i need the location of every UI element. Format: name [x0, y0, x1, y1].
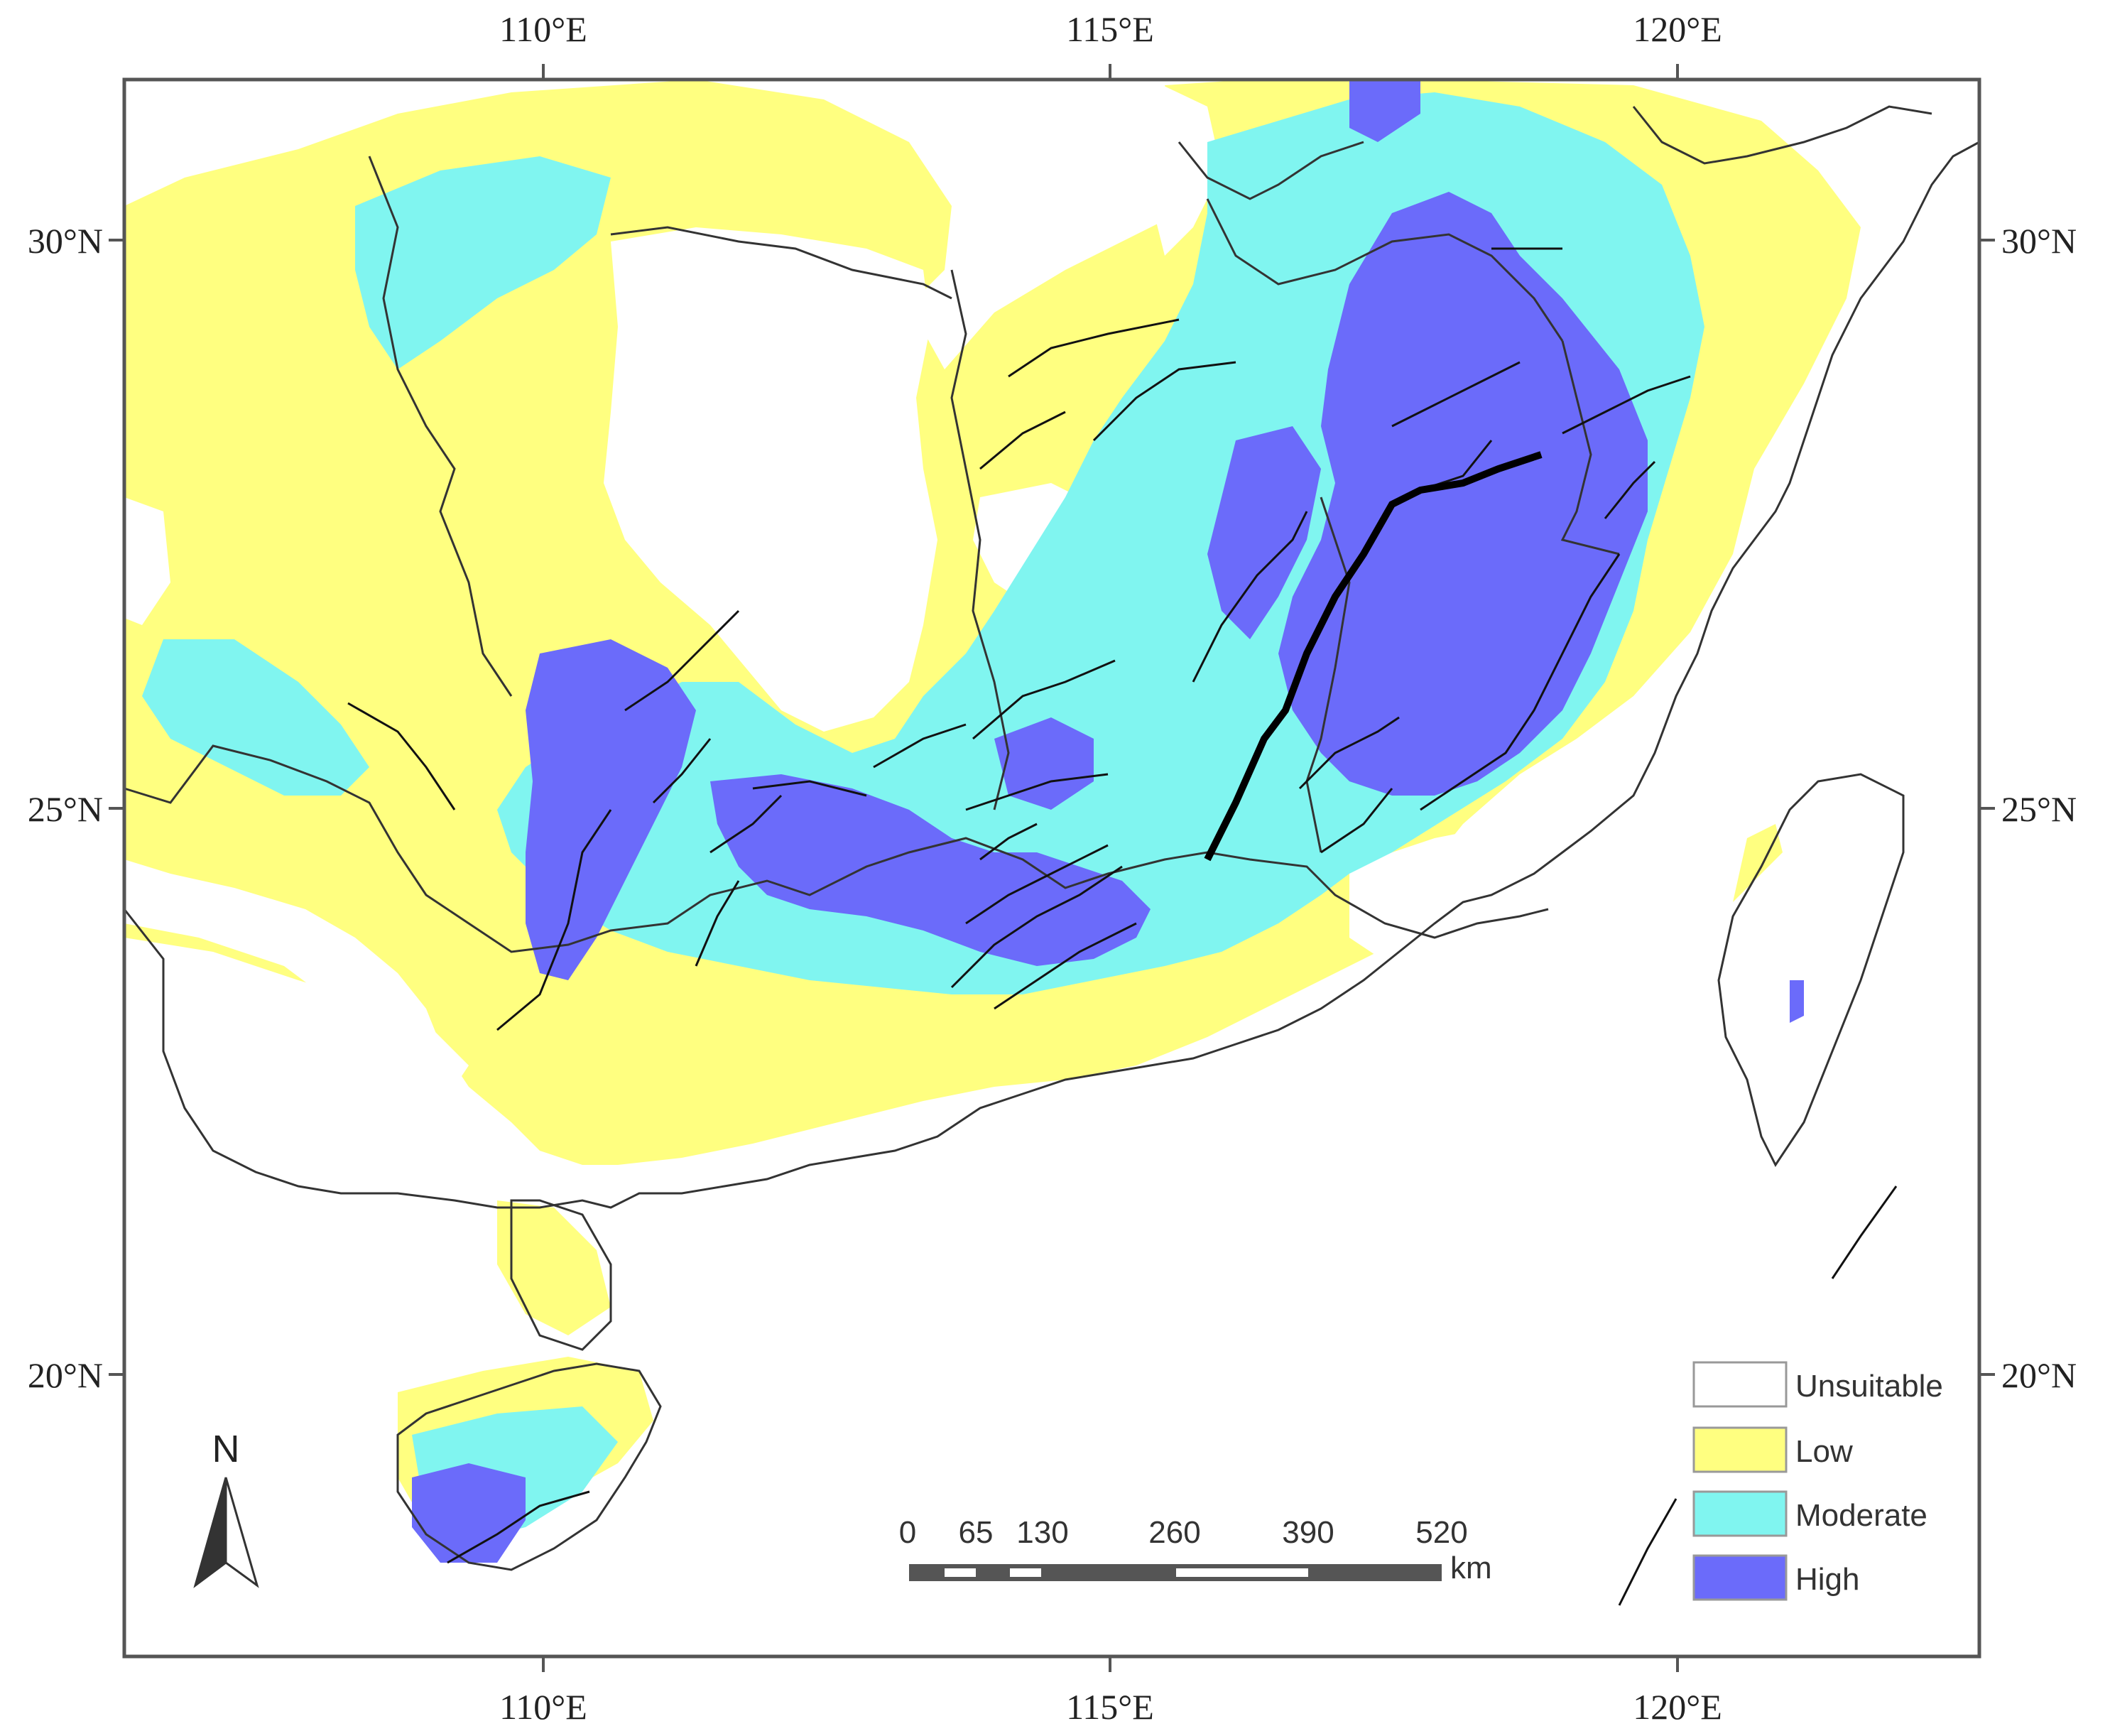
- legend-swatch-unsuitable: [1692, 1361, 1788, 1408]
- left-tick-25: 25°N: [28, 789, 103, 829]
- scale-bar: 0 65 130 260 390 520 km: [899, 1515, 1492, 1585]
- legend-label-unsuitable: Unsuitable: [1795, 1369, 1943, 1404]
- legend-label-low: Low: [1795, 1434, 1853, 1469]
- scale-bar-base: [909, 1564, 1442, 1581]
- scale-bar-segment-white-3: [1176, 1568, 1308, 1577]
- top-tick-115: 115°E: [1066, 9, 1154, 49]
- legend-swatch-high: [1692, 1554, 1788, 1601]
- bottom-tick-110: 110°E: [499, 1687, 587, 1727]
- legend-swatch-moderate: [1692, 1490, 1788, 1537]
- legend-label-high: High: [1795, 1562, 1860, 1597]
- suitability-layer: [124, 80, 1861, 1563]
- legend-swatch-low: [1692, 1426, 1788, 1473]
- scale-label-260: 260: [1148, 1515, 1200, 1550]
- bottom-tick-120: 120°E: [1633, 1687, 1722, 1727]
- boundaries: [123, 105, 1980, 1571]
- scale-bar-segment-white-2: [1010, 1568, 1041, 1577]
- axis-ticks: [109, 64, 1995, 1672]
- scale-unit: km: [1450, 1551, 1492, 1585]
- left-tick-30: 30°N: [28, 221, 103, 261]
- scale-label-65: 65: [959, 1515, 994, 1550]
- right-tick-25: 25°N: [2001, 789, 2077, 829]
- north-label: N: [212, 1428, 240, 1470]
- north-arrow: N: [193, 1428, 259, 1588]
- scale-label-520: 520: [1415, 1515, 1467, 1550]
- legend-label-moderate: Moderate: [1795, 1498, 1927, 1533]
- scale-label-0: 0: [899, 1515, 916, 1550]
- left-tick-20: 20°N: [28, 1355, 103, 1395]
- major-fault-line: [1204, 451, 1543, 862]
- legend: Unsuitable Low Moderate High: [1692, 1361, 1943, 1601]
- top-tick-110: 110°E: [499, 9, 587, 49]
- scale-label-130: 130: [1016, 1515, 1068, 1550]
- north-arrow-right-half: [224, 1477, 259, 1588]
- right-tick-20: 20°N: [2001, 1355, 2077, 1395]
- scale-label-390: 390: [1282, 1515, 1334, 1550]
- right-tick-30: 30°N: [2001, 221, 2077, 261]
- bottom-tick-115: 115°E: [1066, 1687, 1154, 1727]
- top-tick-120: 120°E: [1633, 9, 1722, 49]
- scale-bar-segment-white-1: [945, 1568, 976, 1577]
- map-frame: [122, 77, 1981, 1659]
